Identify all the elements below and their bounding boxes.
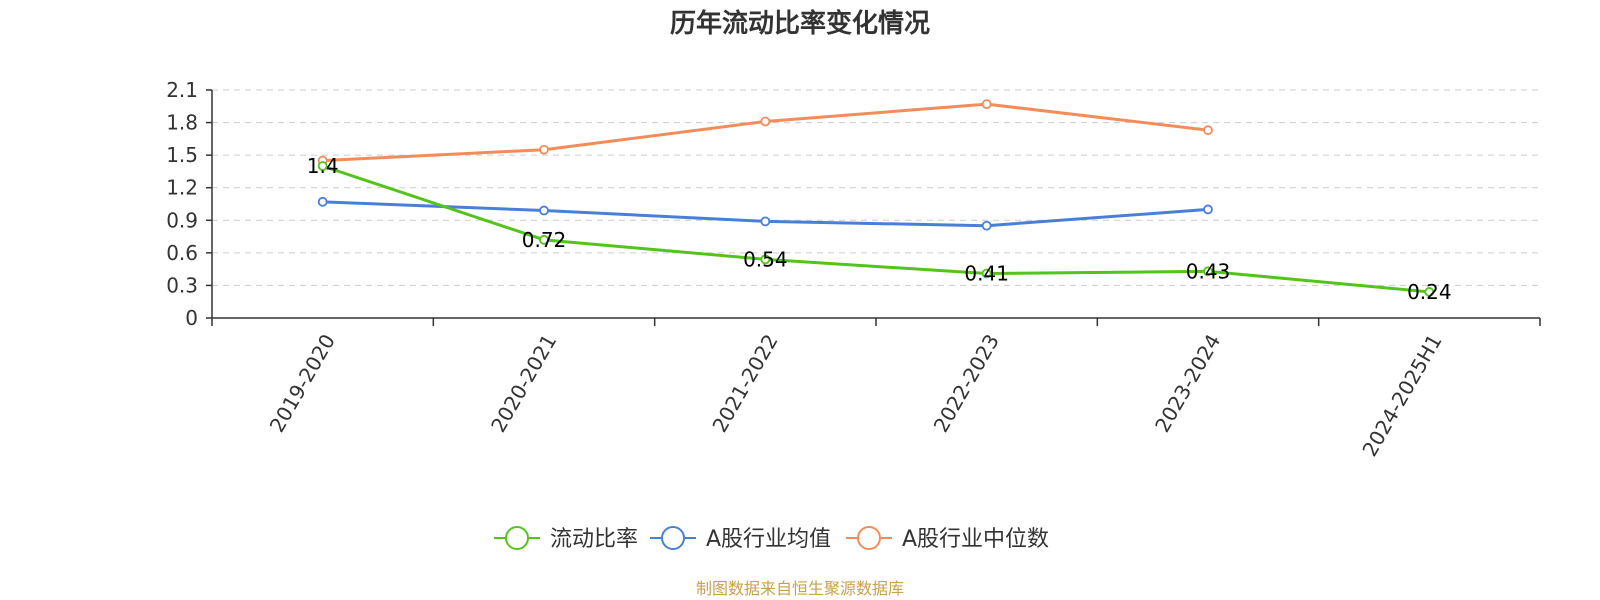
data-point[interactable]: [981, 220, 992, 231]
legend-marker-icon: [661, 526, 685, 550]
data-point[interactable]: [760, 116, 771, 127]
legend-item-1[interactable]: A股行业均值: [650, 526, 831, 552]
y-axis-ticks: 0 0.3 0.6 0.9 1.2 1.5 1.8 2.1: [166, 78, 212, 330]
data-point[interactable]: [539, 234, 549, 245]
data-point[interactable]: [1203, 125, 1213, 136]
data-point[interactable]: [1424, 287, 1435, 297]
legend-marker-icon: [857, 526, 881, 550]
data-point[interactable]: [1203, 204, 1213, 215]
y-tick-label: 0.6: [166, 241, 198, 265]
data-label: 0.54: [743, 247, 788, 271]
y-tick-label: 0.3: [166, 273, 198, 297]
x-tick-label: 2022-2023: [929, 330, 1004, 436]
data-point[interactable]: [760, 216, 771, 227]
data-label: 0.24: [1407, 280, 1452, 304]
grid-lines: [212, 89, 1540, 286]
legend-label: A股行业中位数: [902, 527, 1049, 552]
data-point[interactable]: [981, 99, 992, 110]
series-line: [322, 102, 1209, 163]
chart-title: 历年流动比率变化情况: [670, 8, 930, 39]
series-lines: [317, 99, 1435, 297]
legend-item-0[interactable]: 流动比率: [494, 526, 638, 552]
x-tick-label: 2024-2025H1: [1357, 330, 1446, 460]
y-tick-label: 0.9: [166, 208, 198, 232]
source-note: 制图数据来自恒生聚源数据库: [696, 579, 904, 598]
series-0: [317, 161, 1435, 297]
y-tick-label: 1.2: [166, 176, 198, 200]
data-label: 1.4: [307, 154, 339, 178]
series-1: [317, 196, 1213, 231]
data-label: 0.43: [1186, 259, 1231, 283]
data-point[interactable]: [1203, 266, 1213, 277]
series-2: [317, 99, 1213, 166]
data-point[interactable]: [317, 196, 328, 207]
legend-item-2[interactable]: A股行业中位数: [846, 526, 1049, 552]
data-labels: 1.4 0.72 0.54 0.41 0.43 0.24: [307, 154, 1452, 304]
x-tick-label: 2023-2024: [1150, 330, 1225, 436]
data-point[interactable]: [317, 161, 328, 171]
series-line: [322, 164, 1430, 294]
data-point[interactable]: [981, 268, 992, 279]
legend-marker-icon: [505, 526, 529, 550]
data-label: 0.72: [522, 228, 567, 252]
x-tick-label: 2020-2021: [486, 330, 561, 436]
x-axis-ticks: 2019-2020 2020-2021 2021-2022 2022-2023 2023…: [211, 318, 1541, 460]
legend[interactable]: 流动比率 A股行业均值 A股行业中位数: [494, 526, 1049, 552]
y-tick-label: 1.5: [166, 143, 198, 167]
x-tick-label: 2021-2022: [707, 330, 782, 436]
data-point[interactable]: [539, 205, 549, 216]
y-tick-label: 0: [185, 306, 198, 330]
data-point[interactable]: [539, 144, 549, 155]
y-tick-label: 2.1: [166, 78, 198, 102]
data-label: 0.41: [964, 261, 1009, 285]
legend-label: A股行业均值: [706, 527, 831, 552]
data-point[interactable]: [760, 254, 771, 265]
legend-label: 流动比率: [550, 527, 638, 552]
y-tick-label: 1.8: [166, 111, 198, 135]
x-tick-label: 2019-2020: [265, 330, 340, 436]
